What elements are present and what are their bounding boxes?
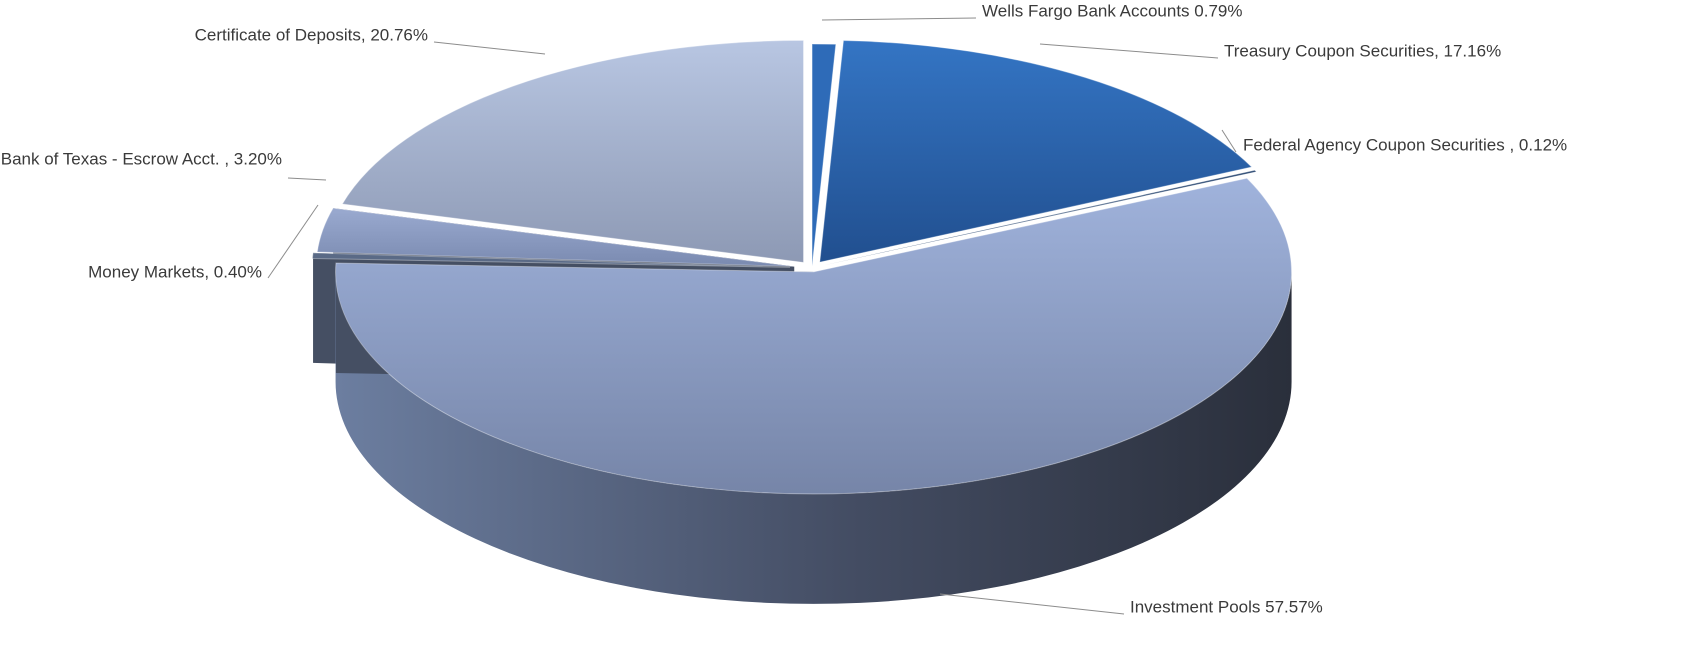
pie-slice-top bbox=[822, 169, 1258, 266]
pie-slice-top bbox=[341, 39, 805, 264]
leader-line-wells-fargo-bank-accounts bbox=[821, 17, 977, 21]
data-label-certificate-of-deposits: Certificate of Deposits, 20.76% bbox=[195, 25, 428, 44]
data-label-treasury-coupon-securities: Treasury Coupon Securities, 17.16% bbox=[1224, 41, 1501, 60]
data-label-bank-of-texas-escrow-acct: Bank of Texas - Escrow Acct. , 3.20% bbox=[1, 149, 282, 168]
pie-slice-investment-pools bbox=[335, 177, 1293, 604]
pie-slice-certificate-of-deposits bbox=[341, 39, 805, 264]
leader-line-certificate-of-deposits bbox=[433, 41, 546, 55]
leader-line-treasury-coupon-securities bbox=[1039, 43, 1219, 59]
leader-line-money-markets bbox=[267, 204, 319, 279]
data-label-wells-fargo-bank-accounts: Wells Fargo Bank Accounts 0.79% bbox=[982, 1, 1243, 20]
data-label-money-markets: Money Markets, 0.40% bbox=[88, 262, 262, 281]
data-label-federal-agency-coupon-securities: Federal Agency Coupon Securities , 0.12% bbox=[1243, 135, 1567, 154]
pie-slice-top bbox=[316, 207, 795, 268]
leader-line-federal-agency-coupon-securities bbox=[1221, 129, 1237, 153]
data-label-investment-pools: Investment Pools 57.57% bbox=[1130, 597, 1323, 616]
pie-slice-top bbox=[811, 43, 837, 267]
leader-line-bank-of-texas-escrow-acct bbox=[287, 177, 327, 181]
pie-slice-wells-fargo-bank-accounts bbox=[811, 43, 837, 267]
pie-slice-treasury-coupon-securities bbox=[819, 39, 1253, 263]
pie-slices bbox=[311, 39, 1293, 604]
pie-slice-top bbox=[819, 39, 1253, 263]
pie-slice-top bbox=[335, 177, 1293, 495]
pie-slice-side bbox=[335, 271, 1292, 604]
leader-line-investment-pools bbox=[939, 593, 1125, 615]
pie-slice-top bbox=[311, 252, 791, 268]
pie-slice-federal-agency-coupon-securities bbox=[822, 169, 1258, 266]
pie-labels: Wells Fargo Bank Accounts 0.79% Treasury … bbox=[1, 1, 1567, 616]
